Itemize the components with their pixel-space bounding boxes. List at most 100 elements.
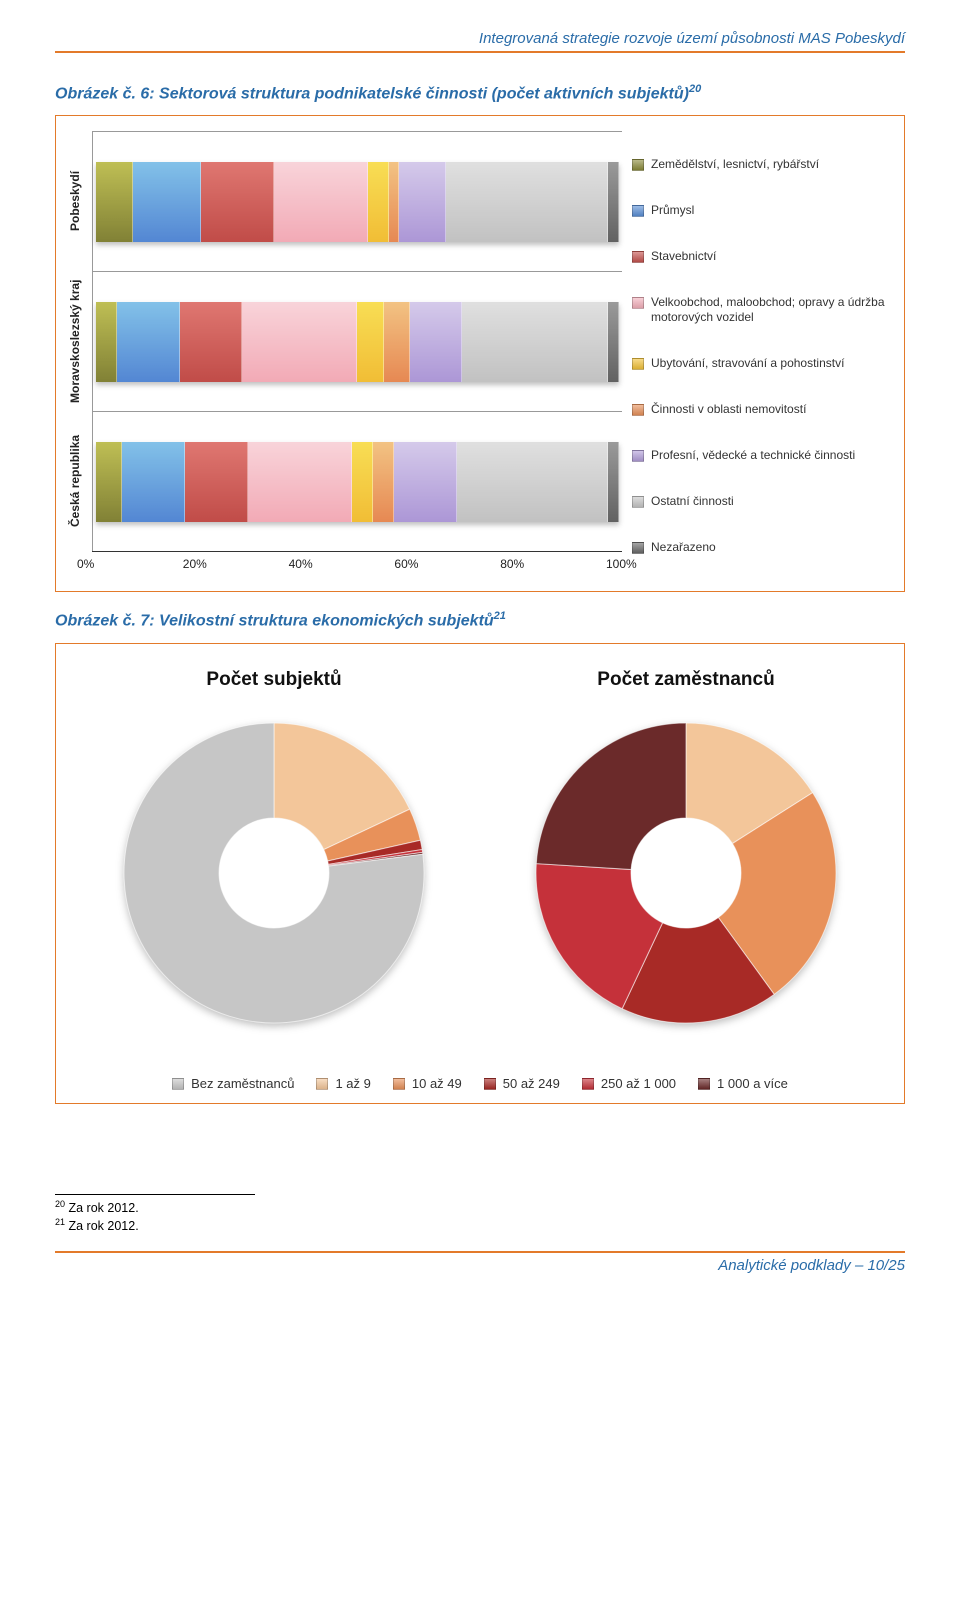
legend-swatch [632,297,644,309]
legend-item: Profesní, vědecké a technické činnosti [632,448,892,464]
legend-item: Nezařazeno [632,540,892,556]
legend-item: 50 až 249 [484,1076,560,1093]
legend-swatch [393,1078,405,1090]
stacked-bar [96,442,619,522]
legend-label: Činnosti v oblasti nemovitostí [651,402,806,418]
legend-swatch [632,205,644,217]
bar-segment [96,442,122,522]
bar-segment [357,302,383,382]
donut-right-svg [516,703,856,1043]
bar-segment [242,302,357,382]
legend-label: 250 až 1 000 [601,1076,676,1093]
donut-hole [631,818,741,928]
header-rule [55,51,905,53]
donut-left-title: Počet subjektů [104,669,444,691]
legend-label: 1 000 a více [717,1076,788,1093]
x-tick: 80% [515,557,516,581]
bar-segment [399,162,446,242]
bar-segment [96,302,117,382]
bar-segment [133,162,201,242]
stacked-bar [96,302,619,382]
legend-label: Stavebnictví [651,249,716,265]
footnote-num: 21 [55,1217,65,1227]
stacked-ylabel: Pobeskydí [68,131,82,271]
legend-label: Ubytování, stravování a pohostinství [651,356,844,372]
bar-segment [608,302,618,382]
legend-swatch [698,1078,710,1090]
donut-hole [219,818,329,928]
figure-6-frame: PobeskydíMoravskoslezský krajČeská repub… [55,115,905,592]
legend-item: Velkoobchod, maloobchod; opravy a údržba… [632,295,892,326]
x-tick: 100% [621,557,622,581]
bar-segment [122,442,185,522]
figure-7-frame: Počet subjektů Počet zaměstnanců Bez zam… [55,643,905,1104]
bar-segment [384,302,410,382]
footnote-separator [55,1194,255,1195]
legend-swatch [316,1078,328,1090]
bar-segment [457,442,609,522]
legend-label: Průmysl [651,203,694,219]
footnote-num: 20 [55,1199,65,1209]
bar-segment [608,162,618,242]
figure-7-caption-text: Obrázek č. 7: Velikostní struktura ekono… [55,613,494,630]
bar-segment [274,162,368,242]
bar-segment [373,442,394,522]
legend-swatch [632,496,644,508]
legend-item: Činnosti v oblasti nemovitostí [632,402,892,418]
legend-item: Průmysl [632,203,892,219]
bar-segment [185,442,248,522]
bar-segment [248,442,353,522]
legend-swatch [632,542,644,554]
stacked-bar-row [92,271,622,411]
stacked-bars-area: 0%20%40%60%80%100% [92,131,622,581]
legend-swatch [484,1078,496,1090]
stacked-bar-row [92,411,622,551]
donut-right-col: Počet zaměstnanců [516,669,856,1048]
legend-label: 1 až 9 [335,1076,370,1093]
legend-swatch [582,1078,594,1090]
figure-6-caption: Obrázek č. 6: Sektorová struktura podnik… [55,83,905,103]
figure-6-caption-sup: 20 [689,83,701,95]
legend-item: Bez zaměstnanců [172,1076,294,1093]
stacked-ylabel: Moravskoslezský kraj [68,271,82,411]
page-footer: Analytické podklady – 10/25 [55,1257,905,1274]
bar-segment [368,162,389,242]
x-tick: 40% [304,557,305,581]
stacked-ylabels: PobeskydíMoravskoslezský krajČeská repub… [68,131,82,581]
bar-segment [462,302,608,382]
donut-legend: Bez zaměstnanců 1 až 9 10 až 49 50 až 249 25… [68,1068,892,1093]
legend-label: Zemědělství, lesnictví, rybářství [651,157,819,173]
legend-label: Profesní, vědecké a technické činnosti [651,448,855,464]
figure-7-caption: Obrázek č. 7: Velikostní struktura ekono… [55,610,905,630]
footer-rule [55,1251,905,1253]
legend-label: Velkoobchod, maloobchod; opravy a údržba… [651,295,892,326]
bar-segment [96,162,133,242]
legend-item: 1 000 a více [698,1076,788,1093]
stacked-x-axis: 0%20%40%60%80%100% [92,551,622,581]
legend-swatch [632,159,644,171]
bar-segment [389,162,399,242]
legend-item: 10 až 49 [393,1076,462,1093]
bar-segment [201,162,274,242]
legend-label: 10 až 49 [412,1076,462,1093]
legend-swatch [172,1078,184,1090]
x-tick: 20% [198,557,199,581]
legend-item: Ostatní činnosti [632,494,892,510]
stacked-ylabel: Česká republika [68,411,82,551]
bar-segment [410,302,462,382]
bar-segment [352,442,373,522]
stacked-bar-row [92,131,622,271]
legend-swatch [632,358,644,370]
bar-segment [394,442,457,522]
legend-item: 250 až 1 000 [582,1076,676,1093]
legend-swatch [632,251,644,263]
donut-left-svg [104,703,444,1043]
legend-label: Bez zaměstnanců [191,1076,294,1093]
legend-label: Ostatní činnosti [651,494,734,510]
bar-segment [608,442,618,522]
donut-left-col: Počet subjektů [104,669,444,1048]
legend-label: Nezařazeno [651,540,716,556]
x-tick: 60% [409,557,410,581]
bar-segment [117,302,180,382]
legend-swatch [632,404,644,416]
